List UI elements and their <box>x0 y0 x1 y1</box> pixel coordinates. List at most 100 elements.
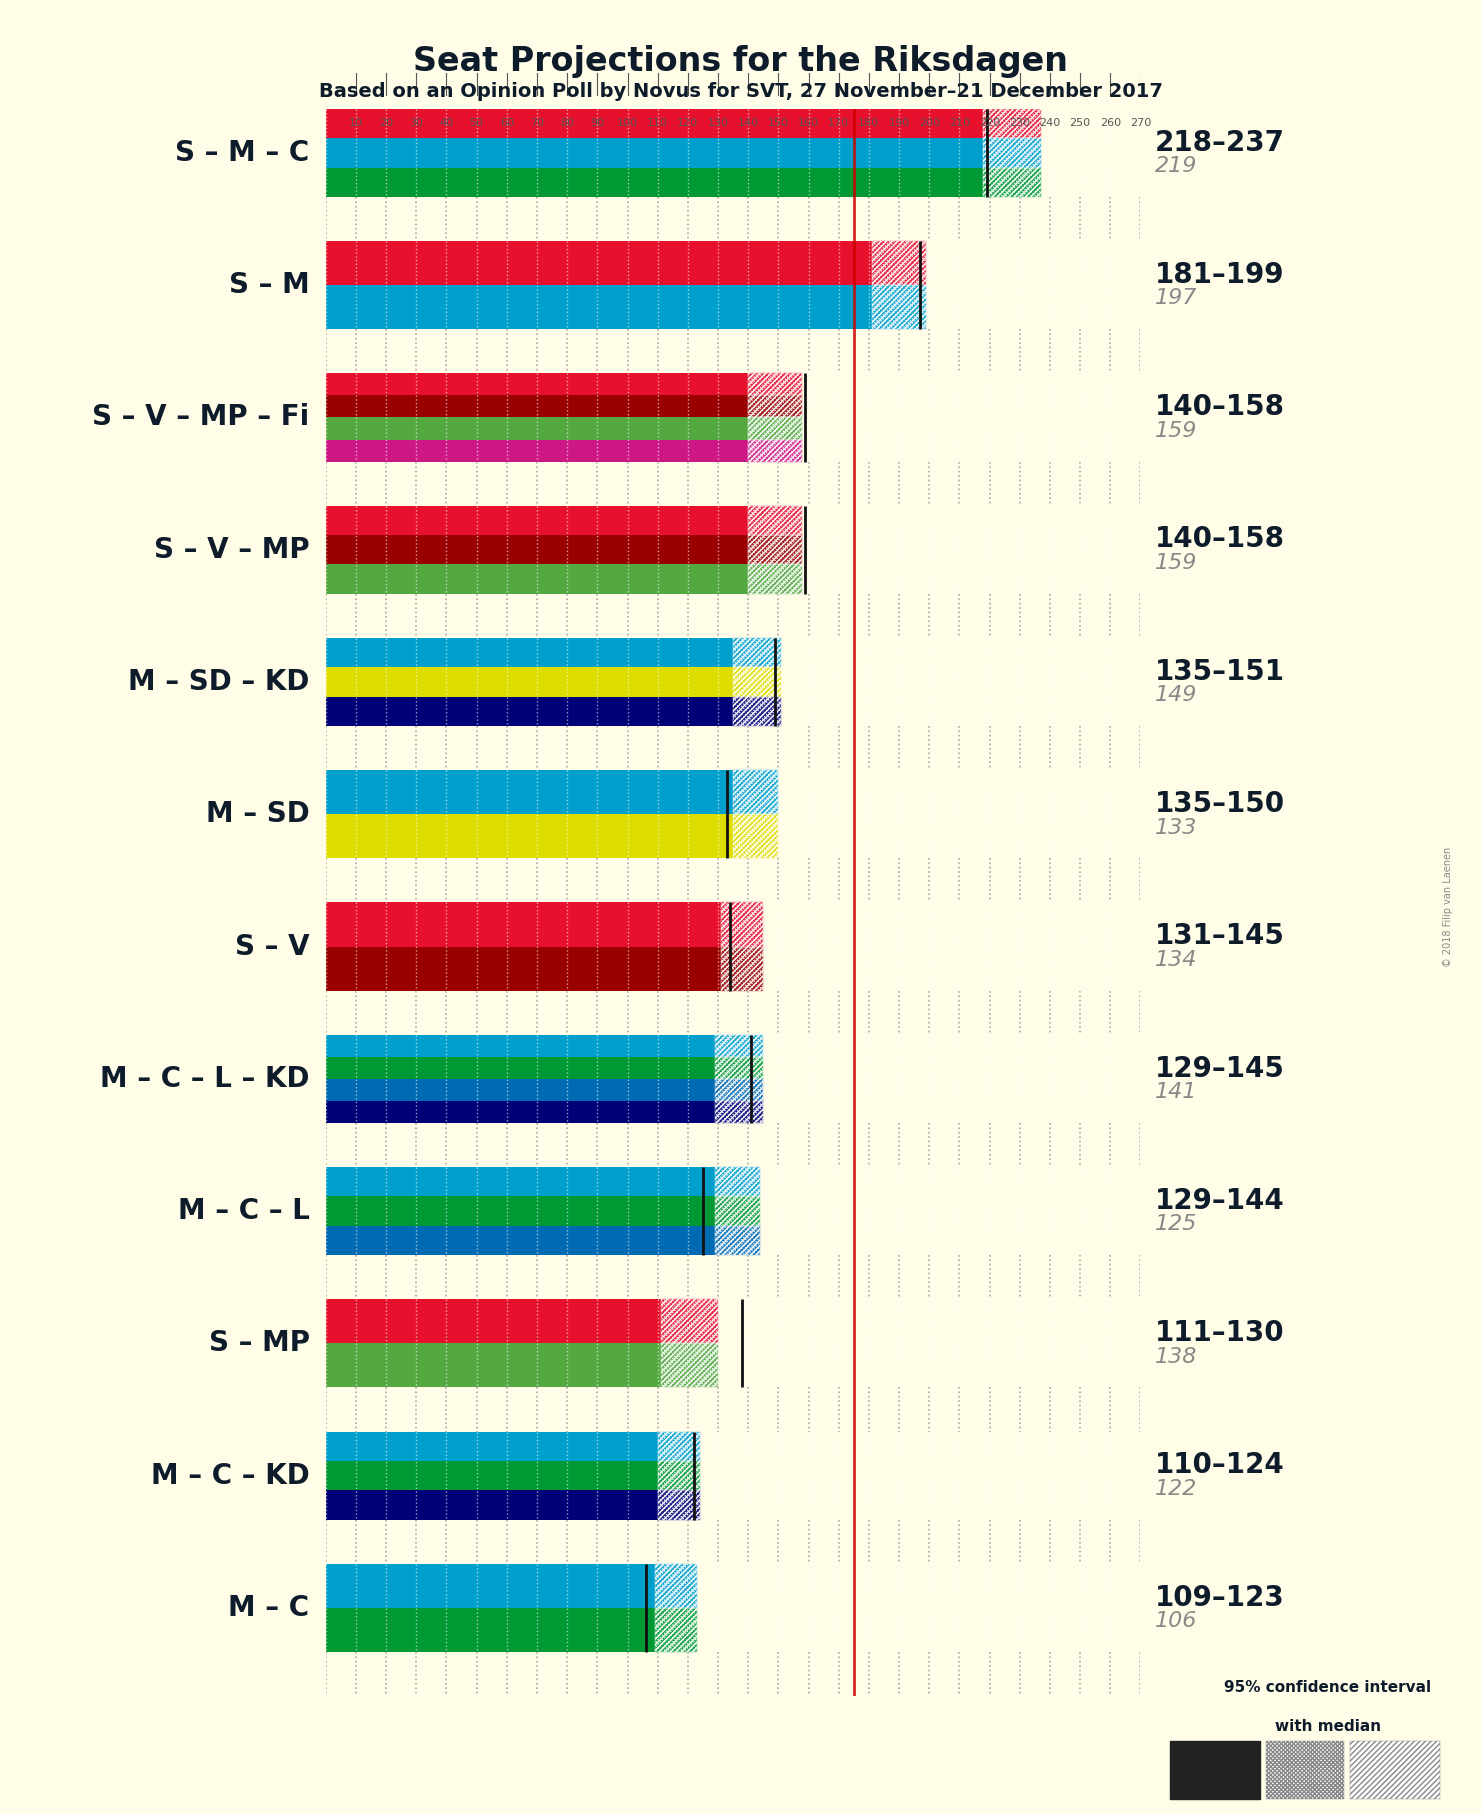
Bar <box>326 814 779 858</box>
Bar <box>326 1431 701 1460</box>
Bar <box>748 395 803 417</box>
Text: 106: 106 <box>1155 1611 1198 1631</box>
Text: 10: 10 <box>350 118 363 129</box>
Bar <box>326 1101 763 1123</box>
Bar <box>326 1388 1140 1431</box>
Text: 159: 159 <box>1155 421 1198 441</box>
Text: 134: 134 <box>1155 951 1198 970</box>
Bar <box>326 506 803 535</box>
Text: 129–144: 129–144 <box>1155 1186 1286 1215</box>
Bar <box>733 771 779 814</box>
Text: 141: 141 <box>1155 1083 1198 1103</box>
Text: 90: 90 <box>591 118 604 129</box>
Bar <box>733 697 782 726</box>
Bar <box>715 1058 763 1079</box>
Bar <box>661 1299 718 1344</box>
Bar <box>658 1460 701 1491</box>
Bar <box>983 109 1041 138</box>
Bar <box>872 241 926 285</box>
Bar <box>326 1197 760 1226</box>
Bar <box>715 1034 763 1058</box>
Bar <box>733 814 779 858</box>
Text: M – C – L: M – C – L <box>178 1197 310 1224</box>
Bar <box>658 1491 701 1520</box>
Bar <box>326 1520 1140 1564</box>
Text: 135–150: 135–150 <box>1155 789 1286 818</box>
Bar <box>658 1431 701 1460</box>
Bar <box>326 1344 718 1388</box>
Text: Based on an Opinion Poll by Novus for SVT, 27 November–21 December 2017: Based on an Opinion Poll by Novus for SV… <box>318 82 1163 100</box>
Text: M – C: M – C <box>228 1595 310 1622</box>
Text: 129–145: 129–145 <box>1155 1054 1286 1083</box>
Bar <box>715 1079 763 1101</box>
Text: 240: 240 <box>1040 118 1060 129</box>
Bar <box>326 1491 701 1520</box>
Text: 219: 219 <box>1155 156 1198 176</box>
Bar <box>748 564 803 593</box>
Bar <box>872 285 926 330</box>
Text: 30: 30 <box>409 118 424 129</box>
Text: 80: 80 <box>560 118 575 129</box>
Text: 120: 120 <box>677 118 699 129</box>
Bar <box>748 506 803 535</box>
Bar <box>326 1166 760 1197</box>
Bar <box>983 109 1041 138</box>
Text: M – C – L – KD: M – C – L – KD <box>101 1065 310 1092</box>
Bar <box>326 439 803 461</box>
Bar <box>326 697 782 726</box>
Bar <box>872 285 926 330</box>
Bar <box>326 138 1041 167</box>
Bar <box>326 417 803 439</box>
Text: 160: 160 <box>798 118 819 129</box>
Text: 200: 200 <box>918 118 940 129</box>
Bar <box>326 564 803 593</box>
Bar <box>715 1058 763 1079</box>
Bar <box>661 1344 718 1388</box>
Bar <box>983 138 1041 167</box>
Bar <box>326 902 763 947</box>
Text: 140: 140 <box>738 118 758 129</box>
Bar <box>326 1079 763 1101</box>
Text: 100: 100 <box>618 118 638 129</box>
Text: 20: 20 <box>379 118 394 129</box>
Text: 218–237: 218–237 <box>1155 129 1286 156</box>
Bar <box>326 1607 698 1653</box>
Bar <box>326 395 803 417</box>
Bar <box>326 1653 1140 1696</box>
Bar <box>748 395 803 417</box>
Bar <box>748 439 803 461</box>
Text: 50: 50 <box>469 118 484 129</box>
Bar <box>326 198 1140 241</box>
Text: 60: 60 <box>499 118 514 129</box>
Bar <box>326 374 803 395</box>
Bar <box>661 1299 718 1344</box>
Bar <box>655 1564 698 1607</box>
Text: 230: 230 <box>1009 118 1031 129</box>
Bar <box>715 1101 763 1123</box>
Bar <box>326 593 1140 639</box>
Text: 181–199: 181–199 <box>1155 261 1284 288</box>
Text: 109–123: 109–123 <box>1155 1584 1286 1611</box>
Text: S – V – MP – Fi: S – V – MP – Fi <box>92 403 310 432</box>
Bar <box>748 535 803 564</box>
Bar <box>748 564 803 593</box>
Text: 110–124: 110–124 <box>1155 1451 1286 1480</box>
Bar <box>748 439 803 461</box>
Bar <box>326 668 782 697</box>
Bar <box>715 1034 763 1058</box>
Text: 170: 170 <box>828 118 849 129</box>
Bar <box>733 771 779 814</box>
Bar <box>326 285 926 330</box>
Text: M – SD – KD: M – SD – KD <box>129 668 310 697</box>
Bar <box>715 1079 763 1101</box>
Text: 197: 197 <box>1155 288 1198 308</box>
Bar <box>326 330 1140 374</box>
Text: 133: 133 <box>1155 818 1198 838</box>
Bar <box>326 1034 763 1058</box>
Bar <box>326 109 1041 138</box>
Bar <box>715 1101 763 1123</box>
Bar <box>715 1226 760 1255</box>
Text: 110: 110 <box>647 118 668 129</box>
Bar <box>733 639 782 668</box>
Text: 131–145: 131–145 <box>1155 922 1286 951</box>
